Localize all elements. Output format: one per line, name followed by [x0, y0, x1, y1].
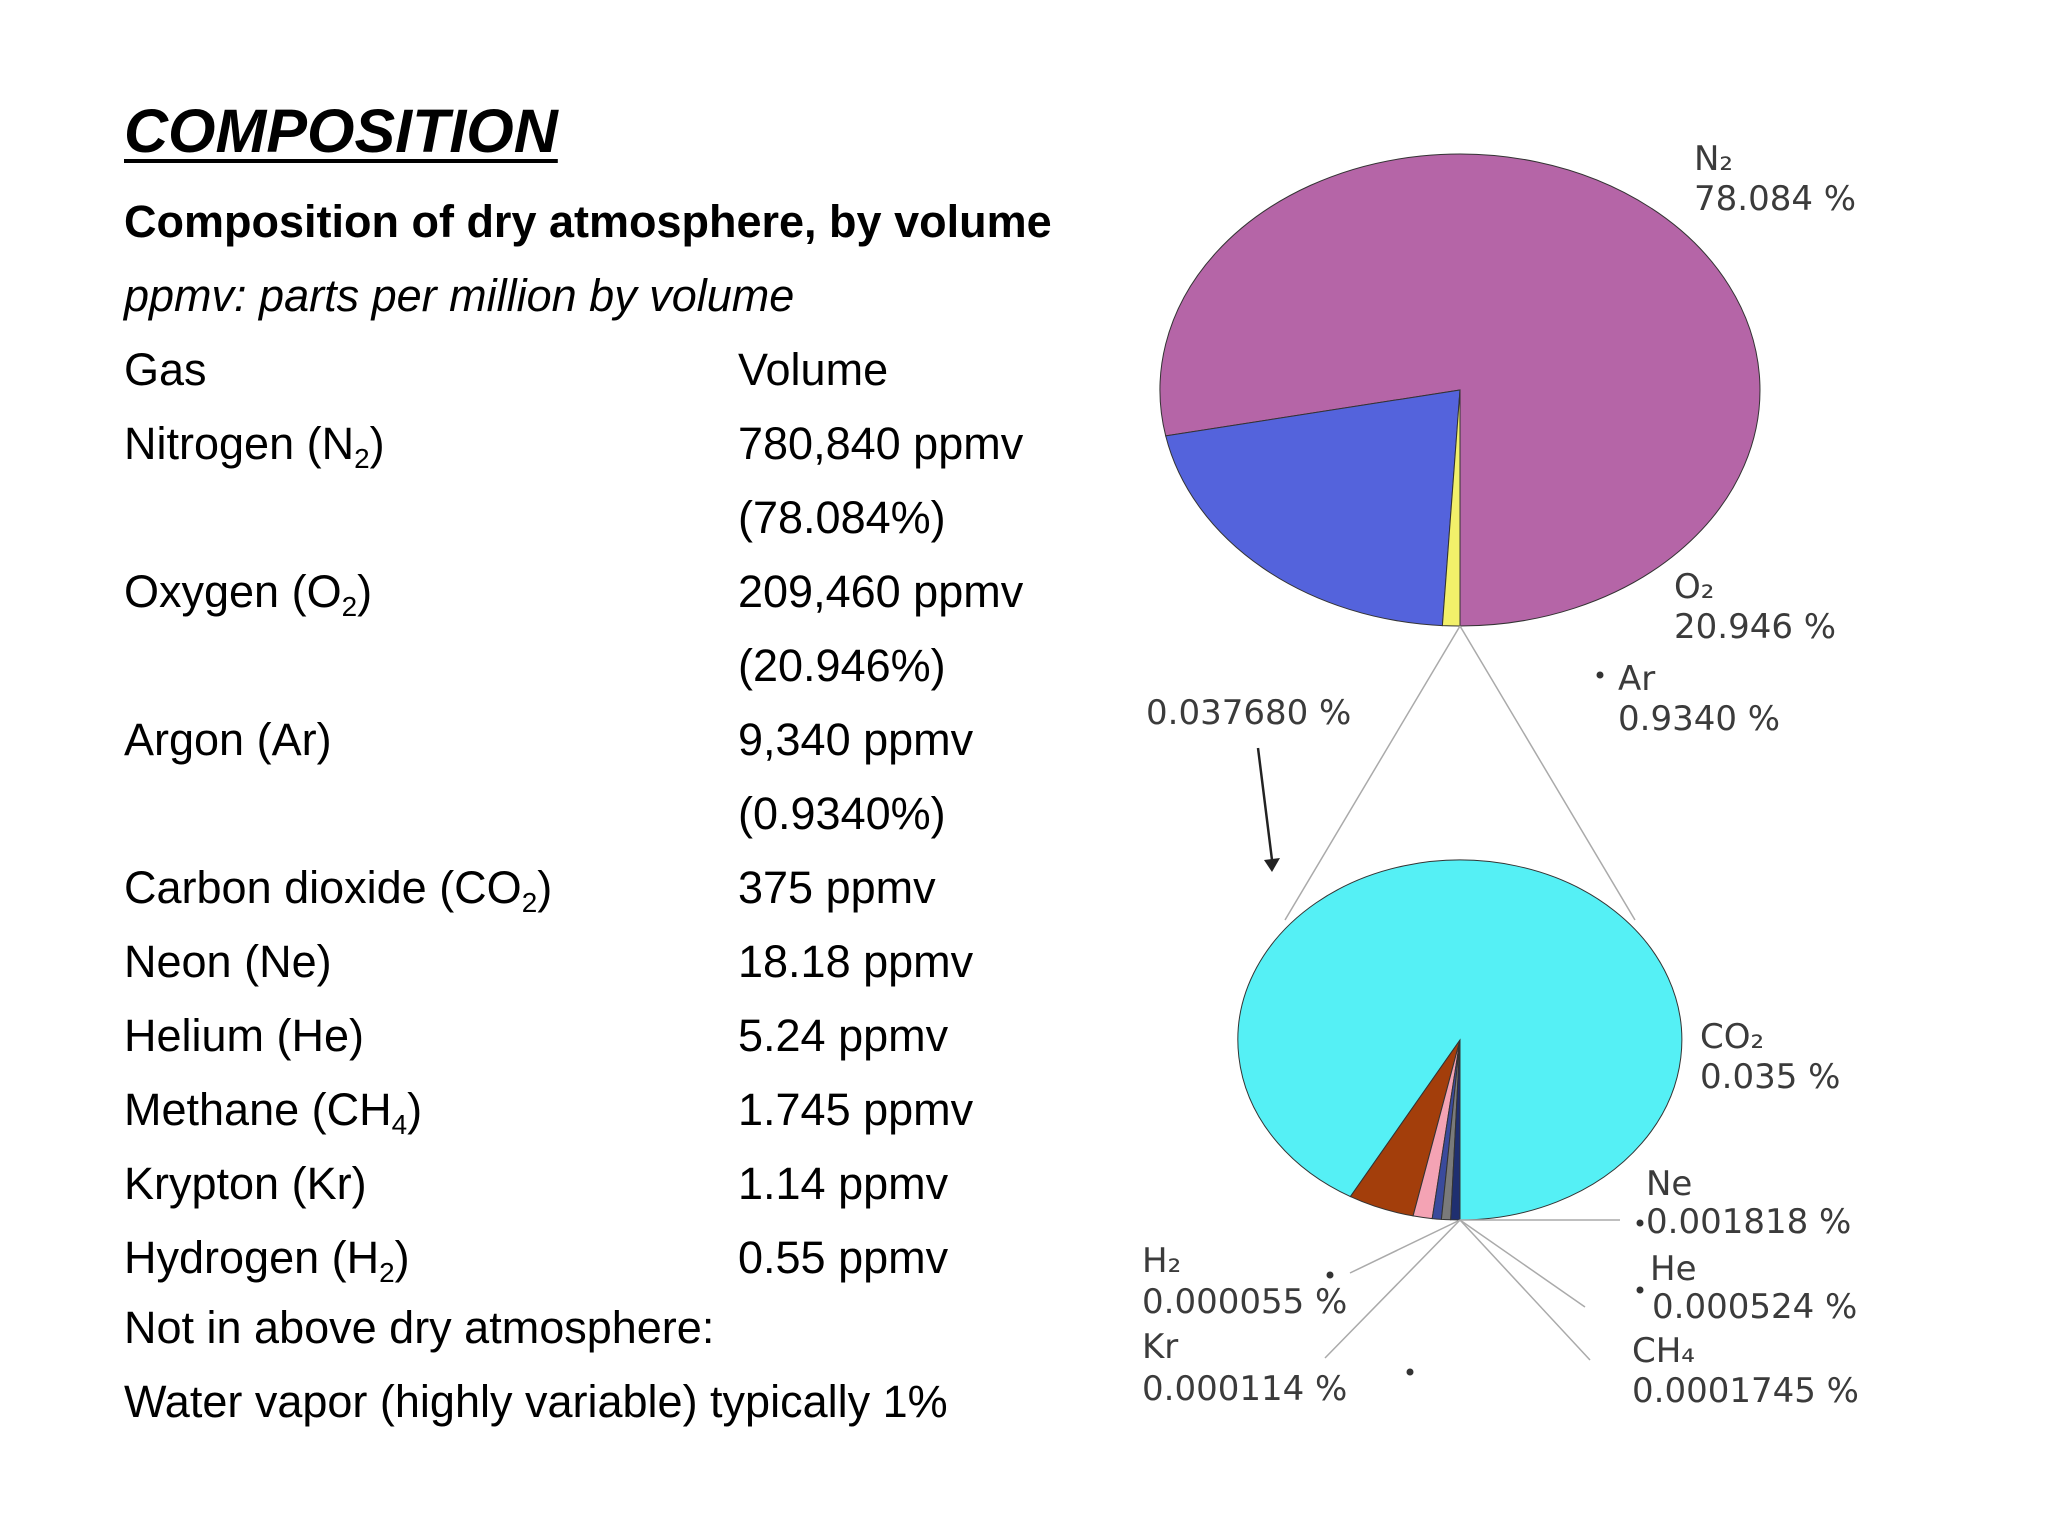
- slice-label-he: He: [1650, 1249, 1696, 1289]
- gas-name: Carbon dioxide (CO2): [124, 862, 553, 918]
- label-dot: [1326, 1271, 1334, 1279]
- slide-subtitle: Composition of dry atmosphere, by volume: [124, 196, 1052, 247]
- connector-line: [1284, 625, 1461, 921]
- gas-subscript: 4: [391, 1108, 408, 1140]
- slice-label-h2: H₂: [1142, 1241, 1181, 1281]
- gas-subscript: 2: [354, 442, 370, 474]
- gas-volume: (0.9340%): [738, 788, 946, 839]
- label-dot: [1636, 1219, 1644, 1227]
- slice-label-ne: Ne: [1646, 1164, 1692, 1204]
- gas-name: Nitrogen (N2): [124, 418, 385, 474]
- gas-name: Methane (CH4): [124, 1084, 423, 1140]
- callout-label: 0.037680 %: [1146, 693, 1351, 733]
- label-dot: [1596, 671, 1604, 679]
- gas-volume: (20.946%): [738, 640, 946, 691]
- connector-line: [1459, 1219, 1591, 1361]
- ppmv-note: ppmv: parts per million by volume: [124, 270, 795, 321]
- label-dot: [1636, 1286, 1644, 1294]
- gas-column-header: Gas: [124, 344, 207, 395]
- slice-value-kr: 0.000114 %: [1142, 1369, 1347, 1409]
- gas-name: Hydrogen (H2): [124, 1232, 410, 1288]
- gas-volume: (78.084%): [738, 492, 946, 543]
- gas-name: Neon (Ne): [124, 936, 332, 987]
- main-gases-pie: [1159, 153, 1761, 627]
- gas-subscript: 2: [379, 1256, 395, 1288]
- slice-value-he: 0.000524 %: [1652, 1287, 1857, 1327]
- connector-line: [1324, 1219, 1461, 1359]
- pie-slice: [1165, 389, 1461, 627]
- gas-name: Helium (He): [124, 1010, 365, 1061]
- gas-volume: 209,460 ppmv: [738, 566, 1024, 617]
- label-dot: [1406, 1368, 1414, 1376]
- slice-label-co2: CO₂: [1700, 1017, 1764, 1057]
- slice-label-n2: N₂: [1694, 139, 1733, 179]
- gas-name: Oxygen (O2): [124, 566, 373, 622]
- gas-volume: 5.24 ppmv: [738, 1010, 949, 1061]
- slice-label-o2: O₂: [1674, 567, 1714, 607]
- slice-value-ar: 0.9340 %: [1618, 699, 1780, 739]
- callout-arrow: [1256, 747, 1274, 861]
- connector-line: [1349, 1219, 1461, 1274]
- gas-volume: 9,340 ppmv: [738, 714, 974, 765]
- slice-value-h2: 0.000055 %: [1142, 1282, 1347, 1322]
- slice-label-kr: Kr: [1142, 1327, 1178, 1367]
- slice-label-ch4: CH₄: [1632, 1331, 1695, 1371]
- slice-value-co2: 0.035 %: [1700, 1057, 1840, 1097]
- gas-volume: 780,840 ppmv: [738, 418, 1024, 469]
- gas-volume: 1.745 ppmv: [738, 1084, 974, 1135]
- trace-gases-pie: [1237, 859, 1683, 1221]
- slice-value-o2: 20.946 %: [1674, 607, 1836, 647]
- gas-subscript: 2: [341, 590, 358, 622]
- gas-volume: 1.14 ppmv: [738, 1158, 949, 1209]
- gas-volume: 375 ppmv: [738, 862, 936, 913]
- slice-value-ch4: 0.0001745 %: [1632, 1371, 1859, 1411]
- slide-title: COMPOSITION: [124, 97, 558, 165]
- zoom-connector-lines: [1256, 625, 1636, 1361]
- callout-arrowhead: [1264, 858, 1280, 872]
- connector-line: [1459, 625, 1636, 921]
- gas-name: Krypton (Kr): [124, 1158, 367, 1209]
- gas-volume: 18.18 ppmv: [738, 936, 974, 987]
- volume-column-header: Volume: [738, 344, 889, 395]
- slice-value-ne: 0.001818 %: [1646, 1202, 1851, 1242]
- footer-line-text: Water vapor (highly variable) typically …: [124, 1376, 948, 1427]
- gas-subscript: 2: [521, 886, 538, 918]
- slice-label-ar: Ar: [1618, 659, 1655, 699]
- slice-value-n2: 78.084 %: [1694, 179, 1856, 219]
- gas-volume: 0.55 ppmv: [738, 1232, 949, 1283]
- footer-line-text: Not in above dry atmosphere:: [124, 1302, 715, 1353]
- connector-line: [1459, 1219, 1586, 1308]
- gas-name: Argon (Ar): [124, 714, 332, 765]
